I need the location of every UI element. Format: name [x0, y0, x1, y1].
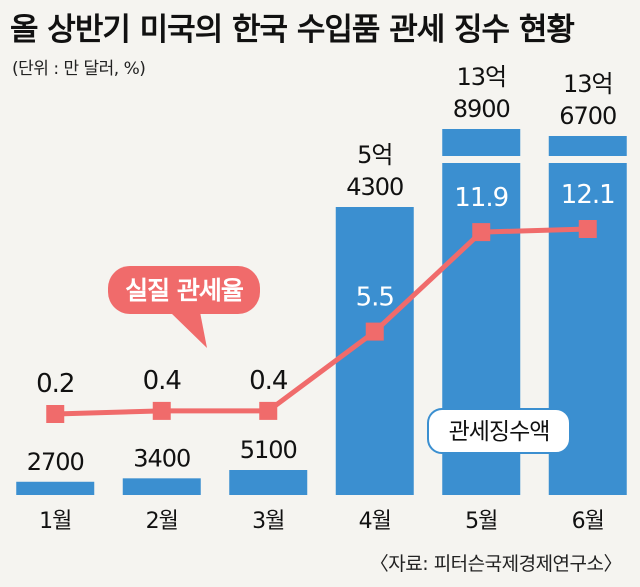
- tariff-rate-marker: [46, 405, 65, 423]
- x-tick-label: 6월: [572, 509, 604, 534]
- bar-value-label: 2700: [27, 448, 84, 476]
- bar-3: [229, 470, 308, 495]
- tariff-rate-line: [55, 226, 588, 417]
- bar-value-label-line2: 6700: [559, 102, 616, 130]
- tariff-rate-marker: [578, 220, 597, 238]
- tariff-rate-label: 0.2: [36, 369, 74, 399]
- bar-value-label-line1: 13억: [563, 70, 613, 98]
- tariff-rate-label: 11.9: [454, 183, 508, 213]
- tariff-rate-label: 5.5: [356, 283, 394, 313]
- tariff-rate-label: 0.4: [249, 366, 288, 396]
- axis-break-gap: [546, 156, 629, 163]
- bar-1: [16, 481, 95, 495]
- tariff-rate-marker: [152, 401, 171, 420]
- bar-2: [122, 478, 201, 495]
- legend-bar-series: 관세징수액: [427, 408, 571, 454]
- bar-value-label-line1: 5억: [357, 141, 392, 169]
- callout-label: 실질 관세율: [125, 276, 244, 305]
- bar-value-label-line2: 8900: [453, 95, 510, 123]
- x-tick-label: 2월: [146, 509, 178, 534]
- source-note: 〈자료: 피터슨국제경제연구소〉: [369, 553, 623, 575]
- tariff-rate-label: 12.1: [561, 180, 615, 210]
- tariff-rate-marker: [365, 322, 384, 341]
- bar-value-label: 3400: [133, 444, 190, 472]
- bar-value-label: 5100: [240, 436, 297, 464]
- bar-value-label-line2: 4300: [346, 173, 403, 201]
- x-tick-label: 4월: [359, 509, 391, 534]
- unit-note: (단위 : 만 달러, %): [12, 59, 146, 79]
- tariff-rate-label: 0.4: [143, 366, 182, 396]
- x-tick-label: 3월: [252, 509, 284, 534]
- chart-title: 올 상반기 미국의 한국 수입품 관세 징수 현황: [10, 12, 575, 48]
- tariff-rate-marker: [259, 401, 278, 420]
- axis-break-gap: [440, 156, 523, 163]
- tariff-rate-marker: [472, 223, 491, 242]
- legend-label: 관세징수액: [449, 419, 550, 445]
- x-tick-label: 5월: [465, 509, 497, 534]
- bar-value-label-line1: 13억: [456, 63, 506, 91]
- callout-tariff-rate: 실질 관세율: [108, 266, 260, 348]
- x-tick-label: 1월: [39, 509, 71, 534]
